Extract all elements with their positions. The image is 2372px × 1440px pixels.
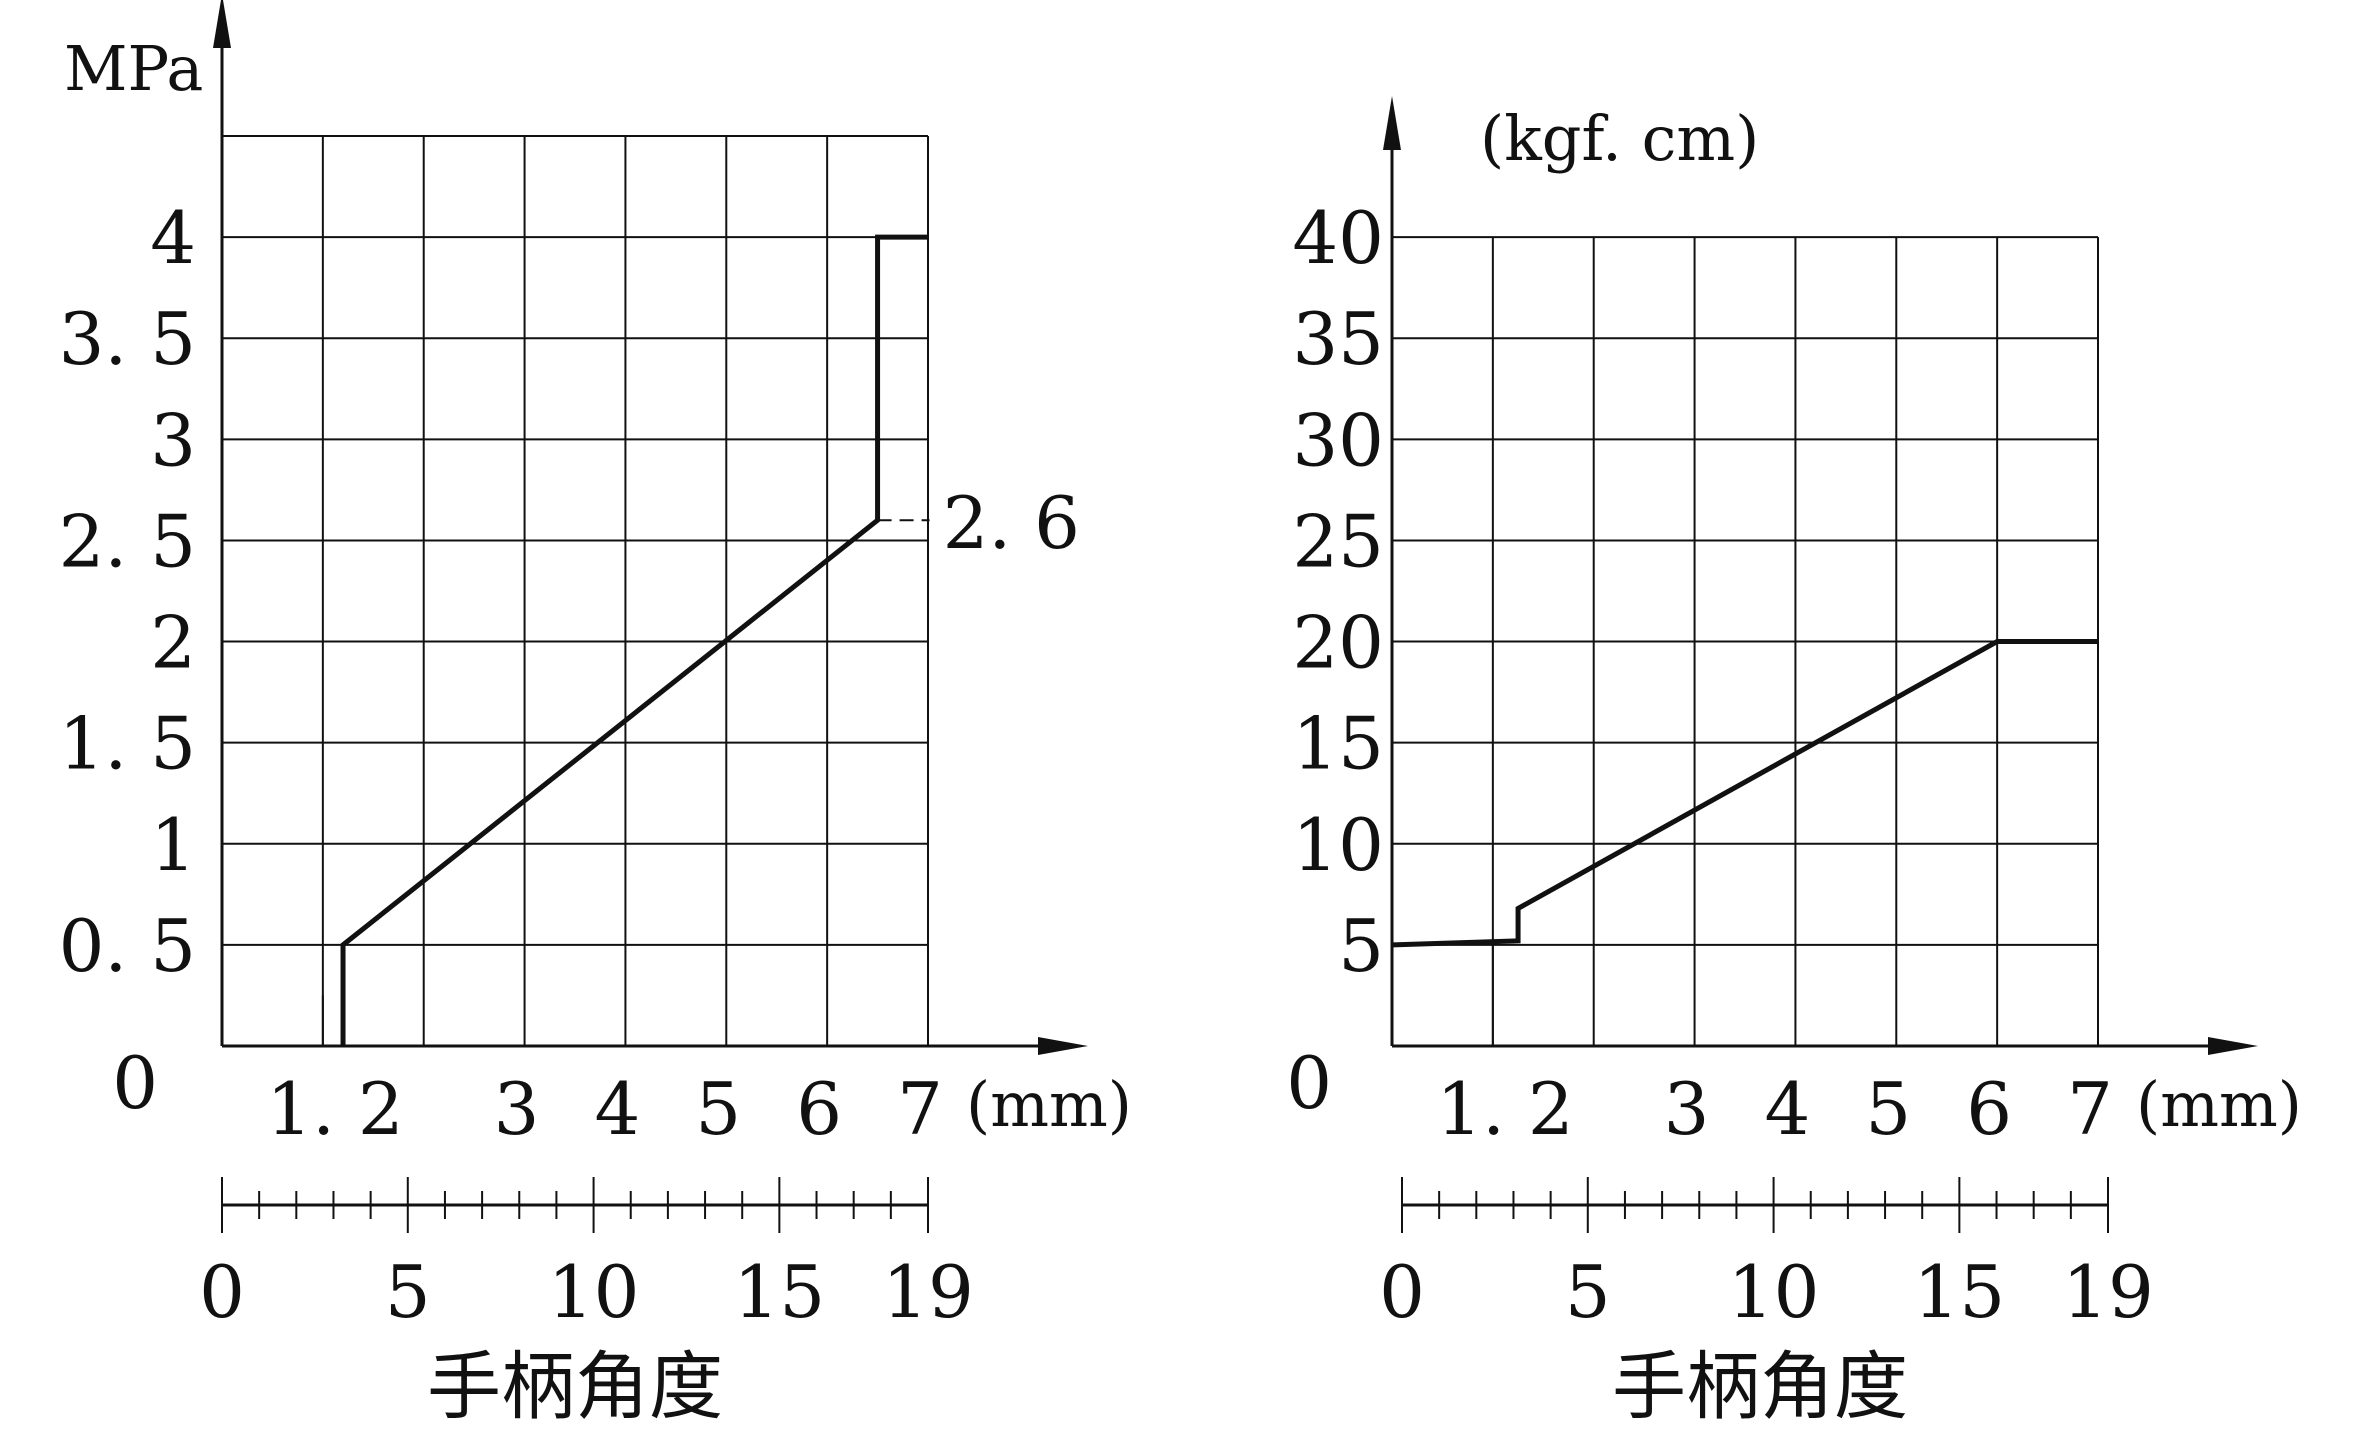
angle-scale-label: 15 xyxy=(734,1250,826,1334)
y-tick-label: 0 xyxy=(1286,1041,1332,1125)
x-tick-label: 4 xyxy=(1765,1067,1811,1151)
y-tick-label: 40 xyxy=(1292,196,1384,280)
y-tick-label: 3. 5 xyxy=(59,297,196,381)
angle-scale-label: 0 xyxy=(1379,1250,1425,1334)
y-tick-label: 20 xyxy=(1292,601,1384,685)
y-tick-label: 4 xyxy=(150,196,196,280)
x-tick-label: 1. 2 xyxy=(1436,1067,1573,1151)
angle-axis-title: 手柄角度 xyxy=(427,1344,723,1430)
y-tick-label: 5 xyxy=(1338,904,1384,988)
x-tick-label: 3 xyxy=(1664,1067,1710,1151)
angle-scale-label: 5 xyxy=(1565,1250,1611,1334)
y-tick-label: 0 xyxy=(112,1041,158,1125)
y-tick-label: 1 xyxy=(150,803,196,887)
y-tick-label: 25 xyxy=(1292,499,1384,583)
x-tick-label: 7 xyxy=(2067,1067,2113,1151)
x-tick-label: 3 xyxy=(494,1067,540,1151)
angle-scale-label: 0 xyxy=(199,1250,245,1334)
x-axis-arrow-icon xyxy=(1038,1037,1088,1055)
x-tick-label: 1. 2 xyxy=(266,1067,403,1151)
x-tick-label: 6 xyxy=(796,1067,842,1151)
x-tick-label: 6 xyxy=(1966,1067,2012,1151)
y-tick-label: 2 xyxy=(150,601,196,685)
angle-scale-label: 5 xyxy=(385,1250,431,1334)
angle-axis-title: 手柄角度 xyxy=(1612,1344,1908,1430)
x-tick-label: 5 xyxy=(1865,1067,1911,1151)
angle-scale-label: 19 xyxy=(882,1250,974,1334)
x-tick-label: 5 xyxy=(695,1067,741,1151)
angle-scale-label: 10 xyxy=(1728,1250,1820,1334)
x-axis-arrow-icon xyxy=(2208,1037,2258,1055)
angle-scale-label: 10 xyxy=(548,1250,640,1334)
y-tick-label: 30 xyxy=(1292,398,1384,482)
x-axis-unit: (mm) xyxy=(2136,1068,2302,1141)
y-axis-label: (kgf. cm) xyxy=(1480,102,1759,175)
y-axis-arrow-icon xyxy=(213,0,231,48)
y-tick-label: 0. 5 xyxy=(59,904,196,988)
y-tick-label: 2. 5 xyxy=(59,499,196,583)
y-axis-label: MPa xyxy=(64,32,203,105)
y-tick-label: 10 xyxy=(1292,803,1384,887)
series-line xyxy=(1391,639,2098,948)
x-axis-unit: (mm) xyxy=(966,1068,1132,1141)
angle-scale-label: 19 xyxy=(2062,1250,2154,1334)
x-tick-label: 4 xyxy=(595,1067,641,1151)
y-tick-label: 3 xyxy=(150,398,196,482)
y-tick-label: 35 xyxy=(1292,297,1384,381)
y-tick-label: 1. 5 xyxy=(59,702,196,786)
angle-scale-label: 15 xyxy=(1914,1250,2006,1334)
y-axis-arrow-icon xyxy=(1383,96,1401,150)
x-tick-label: 7 xyxy=(897,1067,943,1151)
y-tick-label: 15 xyxy=(1292,702,1384,786)
annotation-label: 2. 6 xyxy=(943,481,1080,565)
